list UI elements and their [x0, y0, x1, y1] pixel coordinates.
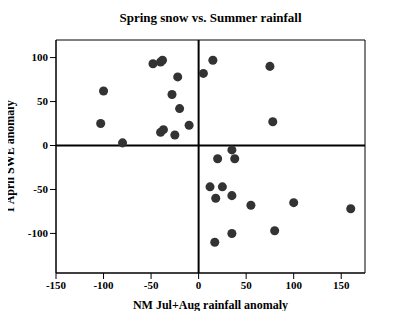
- svg-text:NM Jul+Aug rainfall anomaly: NM Jul+Aug rainfall anomaly: [133, 298, 288, 311]
- svg-text:50: 50: [37, 95, 49, 107]
- svg-text:150: 150: [333, 279, 350, 291]
- svg-text:-150: -150: [46, 279, 67, 291]
- svg-text:50: 50: [241, 279, 253, 291]
- html-text:Spring snow vs. Summer rainfal: Spring snow vs. Summer rainfall: [119, 10, 302, 25]
- svg-text:0: 0: [43, 139, 49, 151]
- svg-text:-50: -50: [33, 183, 48, 195]
- svg-text:1 April SWE anomaly: 1 April SWE anomaly: [8, 100, 17, 212]
- svg-text:-100: -100: [28, 227, 49, 239]
- svg-text:0: 0: [196, 279, 202, 291]
- svg-text:100: 100: [32, 51, 49, 63]
- svg-text:-100: -100: [93, 279, 114, 291]
- svg-text:100: 100: [285, 279, 302, 291]
- svg-text:-50: -50: [144, 279, 159, 291]
